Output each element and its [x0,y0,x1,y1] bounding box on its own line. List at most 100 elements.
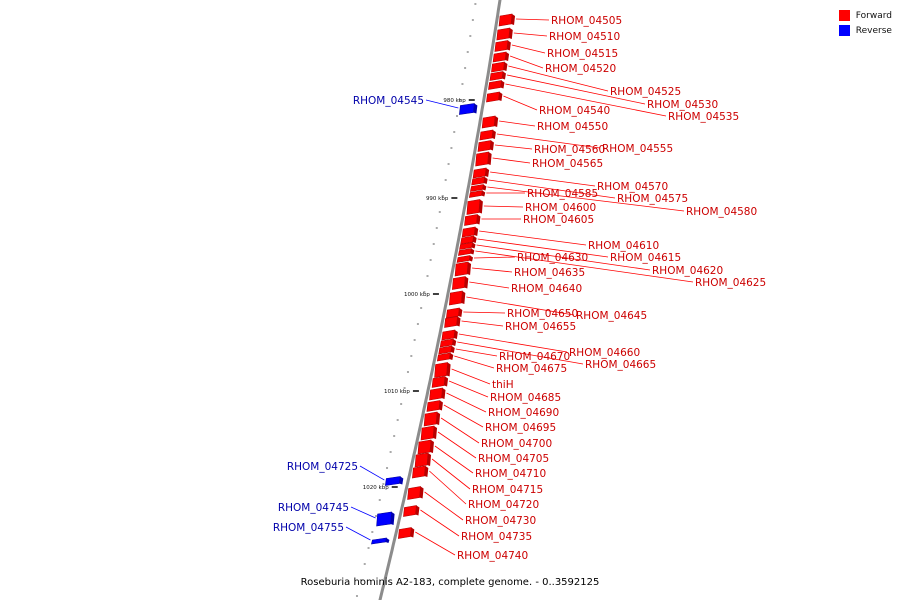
forward-gene-RHOM_04685[interactable] [431,376,446,388]
gene-label-RHOM_04710[interactable]: RHOM_04710 [475,468,546,480]
forward-gene-RHOM_04620[interactable] [459,242,473,250]
gene-label-RHOM_04525[interactable]: RHOM_04525 [610,86,681,98]
gene-label-RHOM_04695[interactable]: RHOM_04695 [485,422,556,434]
gene-label-RHOM_04645[interactable]: RHOM_04645 [576,310,647,322]
gene-shadow [444,376,449,387]
gene-label-RHOM_04725[interactable]: RHOM_04725 [287,461,358,473]
gene-label-thiH[interactable]: thiH [492,379,514,391]
gene-shadow [471,242,476,249]
forward-gene-RHOM_04585[interactable] [468,190,483,198]
gene-label-RHOM_04600[interactable]: RHOM_04600 [525,202,596,214]
forward-gene-RHOM_04630[interactable] [456,255,471,263]
gene-label-RHOM_04730[interactable]: RHOM_04730 [465,515,536,527]
gene-label-RHOM_04565[interactable]: RHOM_04565 [532,158,603,170]
forward-gene-RHOM_04520[interactable] [492,51,507,63]
gene-label-RHOM_04715[interactable]: RHOM_04715 [472,484,543,496]
forward-gene-RHOM_04700[interactable] [423,411,438,427]
leader-line [359,465,385,481]
forward-gene-RHOM_04510[interactable] [496,27,511,41]
forward-gene-thiH[interactable] [434,362,448,378]
gene-label-RHOM_04655[interactable]: RHOM_04655 [505,321,576,333]
gene-shadow [482,184,487,191]
forward-gene-RHOM_04525[interactable] [491,61,505,73]
gene-label-RHOM_04615[interactable]: RHOM_04615 [610,252,681,264]
forward-gene-RHOM_04555[interactable] [479,129,494,141]
forward-gene-RHOM_04605[interactable] [464,214,478,226]
gene-label-RHOM_04700[interactable]: RHOM_04700 [481,438,552,450]
forward-gene-RHOM_04550[interactable] [481,115,496,129]
gene-label-RHOM_04640[interactable]: RHOM_04640 [511,283,582,295]
gene-label-RHOM_04585[interactable]: RHOM_04585 [527,188,598,200]
gene-label-RHOM_04545[interactable]: RHOM_04545 [353,95,424,107]
gene-label-RHOM_04505[interactable]: RHOM_04505 [551,15,622,27]
forward-gene-RHOM_04635[interactable] [454,261,469,277]
forward-gene-RHOM_04660[interactable] [441,329,456,341]
forward-gene-RHOM_04580[interactable] [470,184,484,192]
forward-gene-RHOM_04560[interactable] [477,140,492,152]
forward-gene-RHOM_04600[interactable] [466,199,481,215]
gene-label-RHOM_04515[interactable]: RHOM_04515 [547,48,618,60]
gene-label-RHOM_04580[interactable]: RHOM_04580 [686,206,757,218]
gene-label-RHOM_04570[interactable]: RHOM_04570 [597,181,668,193]
gene-label-RHOM_04625[interactable]: RHOM_04625 [695,277,766,289]
gene-label-RHOM_04665[interactable]: RHOM_04665 [585,359,656,371]
gene-label-RHOM_04755[interactable]: RHOM_04755 [273,522,344,534]
forward-gene-RHOM_04505[interactable] [498,13,513,27]
forward-gene-RHOM_04735[interactable] [403,505,417,517]
legend-reverse-label: Reverse [855,25,892,36]
gene-label-RHOM_04630[interactable]: RHOM_04630 [517,252,588,264]
gene-shadow [473,103,478,114]
gene-label-RHOM_04735[interactable]: RHOM_04735 [461,531,532,543]
forward-gene-RHOM_04715[interactable] [414,452,429,468]
gene-label-RHOM_04610[interactable]: RHOM_04610 [588,240,659,252]
reverse-gene-RHOM_04545[interactable] [459,103,475,115]
gene-label-RHOM_04675[interactable]: RHOM_04675 [496,363,567,375]
gene-label-RHOM_04690[interactable]: RHOM_04690 [488,407,559,419]
gene-label-RHOM_04560[interactable]: RHOM_04560 [534,144,605,156]
forward-gene-RHOM_04705[interactable] [420,425,435,441]
forward-gene-RHOM_04640[interactable] [451,276,466,290]
gene-label-RHOM_04520[interactable]: RHOM_04520 [545,63,616,75]
forward-gene-RHOM_04655[interactable] [444,316,458,328]
forward-gene-RHOM_04710[interactable] [417,439,432,455]
gene-label-RHOM_04605[interactable]: RHOM_04605 [523,214,594,226]
forward-gene-RHOM_04540[interactable] [486,91,500,103]
forward-gene-RHOM_04610[interactable] [461,226,476,238]
gene-label-RHOM_04635[interactable]: RHOM_04635 [514,267,585,279]
gene-label-RHOM_04685[interactable]: RHOM_04685 [490,392,561,404]
reverse-gene-RHOM_04745[interactable] [376,511,392,527]
forward-gene-RHOM_04730[interactable] [407,486,421,500]
forward-gene-RHOM_04645[interactable] [449,290,463,306]
forward-gene-RHOM_04570[interactable] [472,167,487,179]
reverse-gene-RHOM_04755[interactable] [371,537,387,545]
forward-gene-RHOM_04650[interactable] [445,307,460,319]
gene-label-RHOM_04740[interactable]: RHOM_04740 [457,550,528,562]
gene-label-RHOM_04555[interactable]: RHOM_04555 [602,143,673,155]
forward-gene-RHOM_04690[interactable] [429,387,443,401]
gene-label-RHOM_04705[interactable]: RHOM_04705 [478,453,549,465]
forward-gene-RHOM_04565[interactable] [475,151,489,167]
reverse-gene-RHOM_04725[interactable] [384,476,401,486]
gene-label-RHOM_04540[interactable]: RHOM_04540 [539,105,610,117]
forward-gene-RHOM_04720[interactable] [412,465,426,479]
forward-gene-RHOM_04530[interactable] [489,71,504,81]
gene-label-RHOM_04650[interactable]: RHOM_04650 [507,308,578,320]
gene-label-RHOM_04510[interactable]: RHOM_04510 [549,31,620,43]
forward-gene-RHOM_04695[interactable] [426,400,441,412]
forward-gene-RHOM_04740[interactable] [397,527,412,539]
gene-shadow [461,291,466,304]
leader-line [434,445,474,474]
gene-label-RHOM_04535[interactable]: RHOM_04535 [668,111,739,123]
forward-gene-RHOM_04515[interactable] [494,40,509,52]
gene-label-RHOM_04720[interactable]: RHOM_04720 [468,499,539,511]
gene-label-RHOM_04550[interactable]: RHOM_04550 [537,121,608,133]
forward-gene-RHOM_04535[interactable] [488,80,502,90]
gene-label-RHOM_04745[interactable]: RHOM_04745 [278,502,349,514]
gene-label-RHOM_04620[interactable]: RHOM_04620 [652,265,723,277]
gene-label-RHOM_04660[interactable]: RHOM_04660 [569,347,640,359]
gene-label-RHOM_04670[interactable]: RHOM_04670 [499,351,570,363]
gene-label-RHOM_04575[interactable]: RHOM_04575 [617,193,688,205]
gene-label-RHOM_04530[interactable]: RHOM_04530 [647,99,718,111]
